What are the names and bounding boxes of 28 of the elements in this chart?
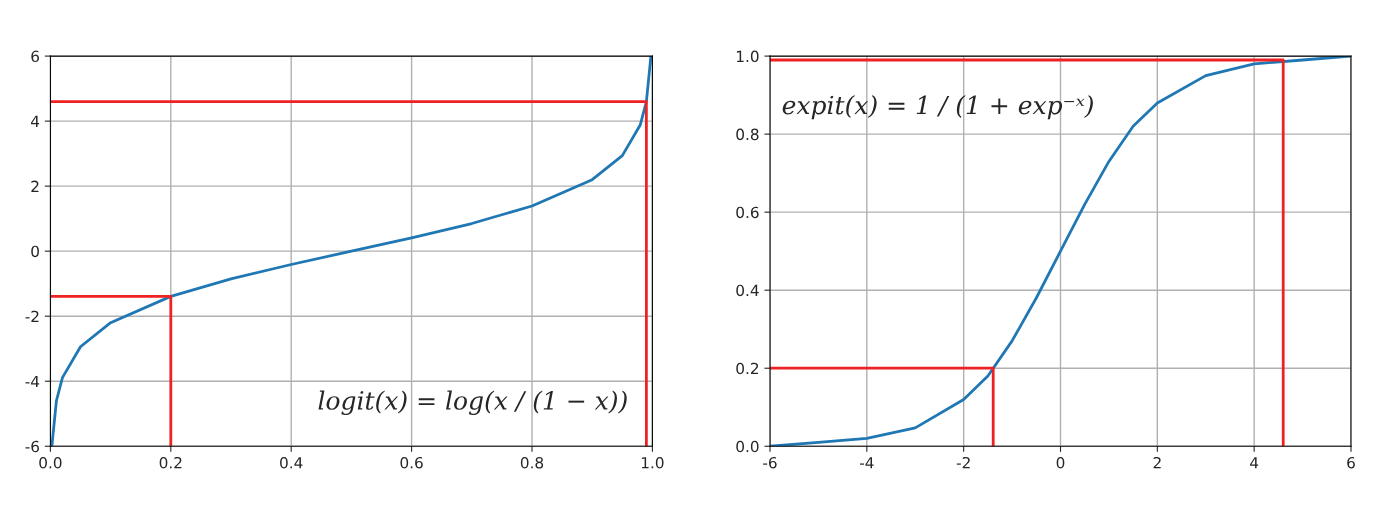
- y-tick-label: 0: [31, 245, 39, 258]
- y-tick-label: 1.0: [736, 50, 759, 63]
- x-tick-label: 2: [1153, 456, 1161, 469]
- x-tick-label: 0.6: [400, 456, 423, 469]
- y-tick-label: 0.6: [736, 206, 759, 219]
- y-tick-label: 0.2: [736, 362, 759, 375]
- annotation: logit(x) = log(x / (1 − x)): [318, 390, 627, 416]
- x-tick-label: -2: [956, 456, 970, 469]
- x-tick-label: -6: [763, 456, 777, 469]
- y-tick-label: 6: [31, 50, 40, 63]
- y-tick-label: -6: [25, 440, 40, 453]
- x-tick-label: 0.4: [280, 456, 303, 469]
- x-tick-label: 4: [1250, 457, 1259, 469]
- y-tick-label: -4: [25, 375, 40, 388]
- x-tick-label: 1.0: [641, 456, 664, 469]
- y-tick-label: 2: [31, 180, 39, 192]
- annotation: expit(x) = 1 / (1 + exp⁻ˣ): [782, 95, 1093, 120]
- x-tick-label: 6: [1347, 456, 1355, 469]
- x-tick-label: -4: [859, 457, 874, 469]
- y-tick-label: 0.8: [736, 128, 759, 141]
- x-tick-label: 0.8: [520, 456, 544, 469]
- x-tick-label: 0.2: [159, 456, 182, 469]
- x-tick-label: 0.0: [39, 456, 62, 469]
- y-tick-label: 4: [31, 115, 40, 127]
- y-tick-label: 0.4: [736, 284, 759, 297]
- y-tick-label: 0.0: [736, 440, 759, 453]
- y-tick-label: -2: [25, 310, 39, 322]
- x-tick-label: 0: [1056, 456, 1065, 469]
